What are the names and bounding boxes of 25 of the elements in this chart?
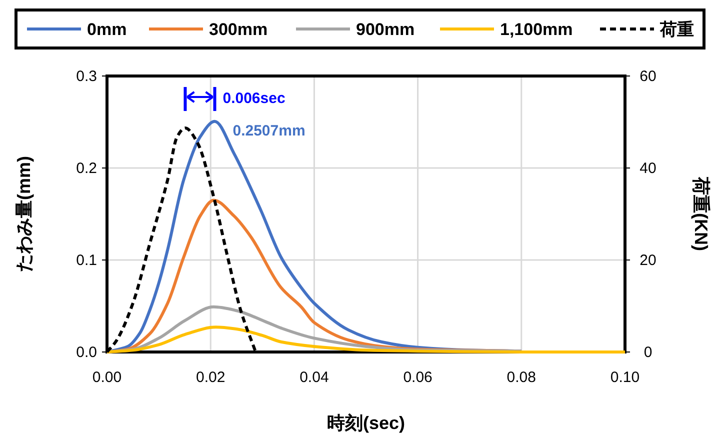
y2-tick-label: 60 xyxy=(640,68,656,85)
annotation: 0.006sec xyxy=(222,90,286,107)
x-tick-label: 0.02 xyxy=(196,369,226,386)
annotation: 0.2507mm xyxy=(232,122,306,140)
y-axis-title: たわみ量(mm) xyxy=(14,156,34,272)
legend-label: 荷重 xyxy=(659,20,694,39)
x-tick-label: 0.10 xyxy=(610,369,640,386)
y2-tick-label: 20 xyxy=(640,252,656,269)
y2-axis-title: 荷重(KN) xyxy=(691,176,711,251)
x-tick-label: 0.08 xyxy=(506,369,536,386)
x-tick-label: 0.04 xyxy=(300,369,329,386)
y-tick-label: 0.2 xyxy=(76,160,97,177)
y-tick-label: 0.1 xyxy=(76,252,97,269)
x-axis-title: 時刻(sec) xyxy=(326,413,406,433)
line-series xyxy=(106,326,626,354)
x-tick-label: 0.00 xyxy=(92,369,122,386)
y-tick-label: 0.0 xyxy=(76,344,97,361)
legend-label: 900mm xyxy=(356,20,415,39)
y2-tick-label: 40 xyxy=(640,160,656,177)
y2-tick-label: 0 xyxy=(644,344,652,361)
y-tick-label: 0.3 xyxy=(76,68,97,85)
legend-label: 300mm xyxy=(209,20,268,39)
legend-label: 1,100mm xyxy=(500,20,573,39)
legend-label: 0mm xyxy=(87,20,127,39)
x-tick-label: 0.06 xyxy=(403,369,432,386)
